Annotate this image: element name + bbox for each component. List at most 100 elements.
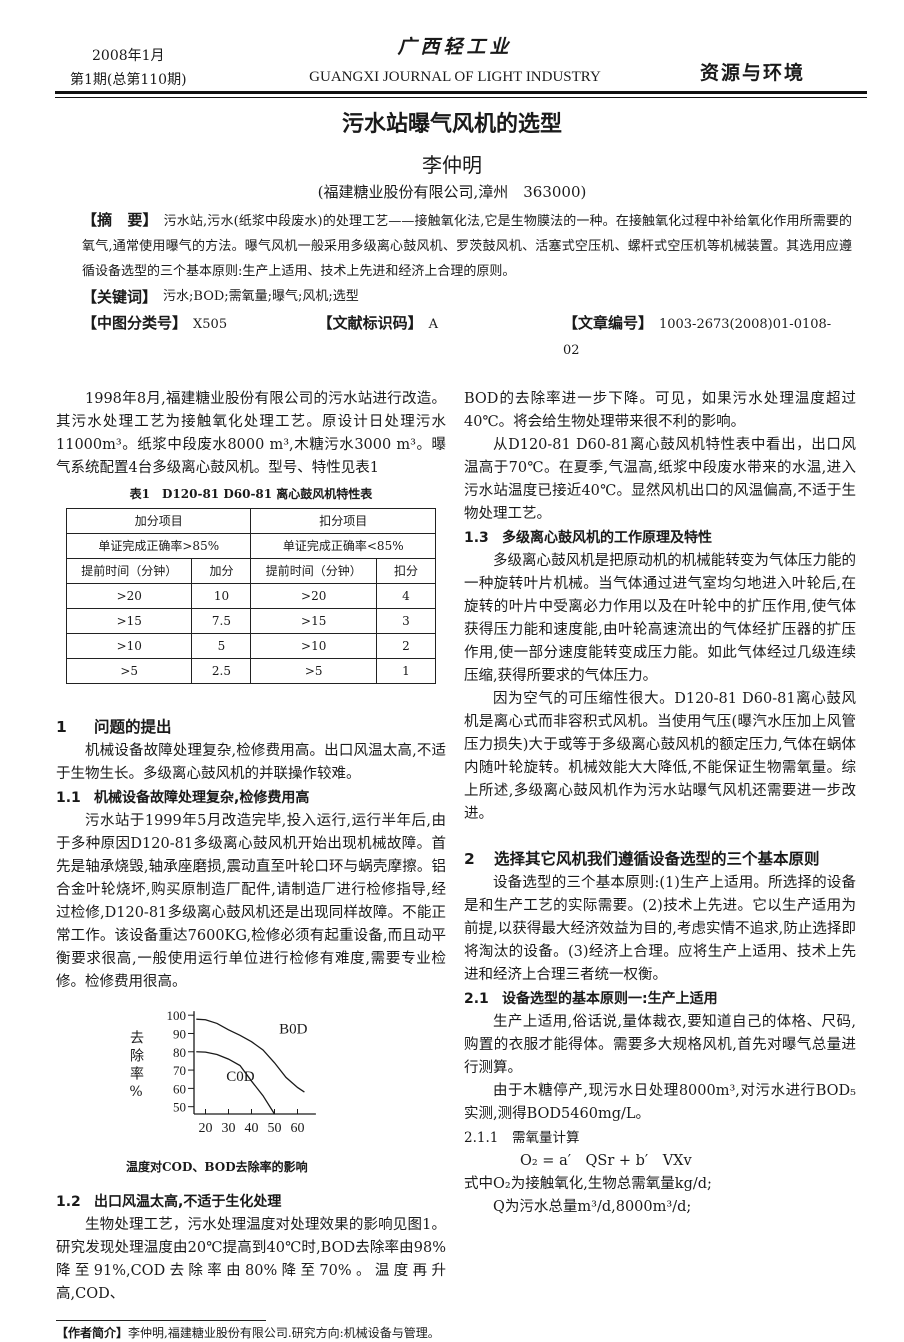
paragraph: 从D120-81 D60-81离心鼓风机特性表中看出，出口风温高于70℃。在夏季… (464, 437, 856, 522)
section-1-3-paragraph-1: 多级离心鼓风机是把原动机的机械能转变为气体压力能的一种旋转叶片机械。当气体通过进… (464, 553, 856, 684)
table-row: >5 2.5 >5 1 (65, 658, 437, 684)
section-name: 资源与环境 (700, 62, 806, 84)
clc-label: 【中图分类号】 (82, 314, 188, 332)
table-cell: >20 (65, 583, 193, 609)
table-cell: >5 (65, 658, 193, 684)
section-1-1-paragraph: 污水站于1999年5月改造完毕,投入运行,运行半年后,由于多种原因D120-81… (56, 813, 446, 990)
abstract-text: 污水站,污水(纸浆中段废水)的处理工艺——接触氧化法,它是生物膜法的一种。在接触… (82, 214, 852, 279)
table-cell: 4 (375, 583, 437, 609)
article-no-label: 【文章编号】 (562, 314, 653, 332)
table-cell: 2 (375, 633, 437, 659)
author-affiliation: (福建糖业股份有限公司,漳州 363000) (317, 183, 587, 201)
two-column-body: 1998年8月,福建糖业股份有限公司的污水站进行改造。其污水处理工艺为接触氧化处… (56, 388, 856, 1342)
continued-paragraph: BOD的去除率进一步下降。可见，如果污水处理温度超过40℃。将会给生物处理带来很… (464, 391, 856, 430)
abstract-label: 【摘 要】 (82, 211, 158, 229)
table-column-header-row: 提前时间（分钟） 加分 提前时间（分钟） 扣分 (65, 558, 437, 584)
header-rule (55, 91, 867, 94)
table-cell: >10 (65, 633, 193, 659)
abstract: 【摘 要】 污水站,污水(纸浆中段废水)的处理工艺——接触氧化法,它是生物膜法的一… (82, 208, 852, 284)
doc-code-label: 【文献标识码】 (317, 314, 423, 332)
issue-info: 2008年1月 第1期(总第110期) (70, 44, 187, 92)
y-tick-label: 50 (173, 1100, 186, 1115)
journal-name-cn: 广西轻工业 (397, 36, 513, 58)
y-tick-label: 80 (173, 1045, 186, 1060)
removal-rate-chart: 50 60 70 80 90 100 20 30 40 50 60 B0D C0D (167, 1008, 316, 1136)
y-axis-label: 去除率% (128, 1030, 144, 1104)
table-cell: 10 (191, 583, 252, 609)
issue-number: 第1期(总第110期) (70, 72, 187, 88)
table-caption: 表1 D120-81 D60-81 离心鼓风机特性表 (129, 487, 373, 501)
table-cell: >10 (250, 633, 377, 659)
table-header-cell: 提前时间（分钟） (250, 558, 377, 584)
x-tick-label: 40 (245, 1121, 259, 1136)
table-cell: 7.5 (191, 608, 252, 634)
keywords: 污水;BOD;需氧量;曝气;风机;选型 (163, 289, 359, 304)
section-1-3-paragraph-2: 因为空气的可压缩性很大。D120-81 D60-81离心鼓风机是离心式而非容积式… (464, 691, 856, 822)
x-tick-label: 50 (268, 1121, 282, 1136)
table-header-cell: 加分 (191, 558, 252, 584)
formula-definition: 式中O₂为接触氧化,生物总需氧量kg/d; (464, 1176, 712, 1192)
left-column: 1998年8月,福建糖业股份有限公司的污水站进行改造。其污水处理工艺为接触氧化处… (56, 388, 446, 1342)
author-footnote: 【作者简介】李仲明,福建糖业股份有限公司.研究方向:机械设备与管理。 (56, 1326, 440, 1340)
y-tick-label: 70 (173, 1063, 186, 1078)
formula-definition: Q为污水总量m³/d,8000m³/d; (493, 1199, 692, 1215)
table-group-header-row: 加分项目 扣分项目 (65, 508, 436, 534)
table-row: >20 10 >20 4 (65, 583, 437, 609)
section-1-2-heading: 1.2 出口风温太高,不适于生化处理 (56, 1194, 282, 1210)
section-1-paragraph: 机械设备故障处理复杂,检修费用高。出口风温太高,不适于生物生长。多级离心鼓风机的… (56, 743, 446, 782)
table-header-cell: 扣分 (375, 558, 437, 584)
table-row: >15 7.5 >15 3 (65, 608, 437, 634)
section-1-2-paragraph: 生物处理工艺，污水处理温度对处理效果的影响见图1。研究发现处理温度由20℃提高到… (56, 1217, 446, 1302)
x-tick-label: 60 (291, 1121, 305, 1136)
y-tick-label: 90 (173, 1026, 186, 1041)
section-1-heading: 1 问题的提出 (56, 718, 172, 736)
journal-masthead: 广西轻工业 GUANGXI JOURNAL OF LIGHT INDUSTRY (270, 32, 640, 86)
intro-paragraph: 1998年8月,福建糖业股份有限公司的污水站进行改造。其污水处理工艺为接触氧化处… (56, 391, 446, 476)
section-2-1-paragraph-1: 生产上适用,俗话说,量体裁衣,要知道自己的体格、尺码,购置的衣服才能得体。需要多… (464, 1014, 856, 1076)
figure-1: 去除率% 50 60 70 80 90 100 20 30 40 50 60 B0D C0D 温度对CO… (106, 1004, 406, 1180)
right-column: BOD的去除率进一步下降。可见，如果污水处理温度超过40℃。将会给生物处理带来很… (464, 388, 856, 1342)
table-cell: 2.5 (191, 658, 252, 684)
article-author: 李仲明 (422, 153, 482, 177)
table-header-cell: 提前时间（分钟） (65, 558, 193, 584)
table-header-cell: 扣分项目 (250, 508, 436, 534)
section-1-1-heading: 1.1 机械设备故障处理复杂,检修费用高 (56, 790, 310, 806)
series-line-c0d (196, 1051, 276, 1115)
header-rule-thin (55, 97, 867, 98)
section-2-1-1-heading: 2.1.1 需氧量计算 (464, 1130, 580, 1146)
x-tick-label: 30 (222, 1121, 236, 1136)
section-2-paragraph: 设备选型的三个基本原则:(1)生产上适用。所选择的设备是和生产工艺的实际需要。(… (464, 875, 856, 983)
article-title: 污水站曝气风机的选型 (341, 112, 562, 137)
table-header-cell: 加分项目 (65, 508, 252, 534)
figure-caption: 温度对COD、BOD去除率的影响 (126, 1160, 308, 1174)
section-2-1-heading: 2.1 设备选型的基本原则一:生产上适用 (464, 991, 718, 1007)
table-cell: 3 (375, 608, 437, 634)
table-cell: 1 (375, 658, 437, 684)
x-tick-label: 20 (199, 1121, 213, 1136)
table-cell: >5 (250, 658, 377, 684)
y-tick-label: 100 (167, 1008, 187, 1023)
table-header-cell: 单证完成正确率>85% (65, 533, 252, 559)
fan-characteristics-table: 加分项目 扣分项目 单证完成正确率>85% 单证完成正确率<85% 提前时间（分… (65, 508, 437, 684)
table-subheader-row: 单证完成正确率>85% 单证完成正确率<85% (65, 533, 436, 559)
table-cell: >20 (250, 583, 377, 609)
clc-value: X505 (193, 317, 228, 332)
table-row: >10 5 >10 2 (65, 633, 437, 659)
issue-date: 2008年1月 (92, 48, 165, 64)
doc-code-value: A (428, 317, 438, 332)
table-cell: 5 (191, 633, 252, 659)
footnote-rule (56, 1320, 266, 1321)
table-cell: >15 (65, 608, 193, 634)
article-no-value: 1003-2673(2008)01-0108-02 (562, 317, 832, 358)
section-2-heading: 2 选择其它风机我们遵循设备选型的三个基本原则 (464, 850, 820, 868)
series-label: C0D (226, 1069, 255, 1085)
section-2-1-paragraph-2: 由于木糖停产,现污水日处理8000m³,对污水进行BOD₅实测,测得BOD546… (464, 1083, 856, 1122)
table-header-cell: 单证完成正确率<85% (250, 533, 436, 559)
series-label: B0D (279, 1021, 308, 1037)
oxygen-demand-formula: O₂ = a′ QSr + b′ VXv (520, 1153, 692, 1169)
y-tick-label: 60 (173, 1081, 186, 1096)
table-cell: >15 (250, 608, 377, 634)
section-1-3-heading: 1.3 多级离心鼓风机的工作原理及特性 (464, 530, 712, 546)
series-line-b0d (196, 1018, 305, 1093)
